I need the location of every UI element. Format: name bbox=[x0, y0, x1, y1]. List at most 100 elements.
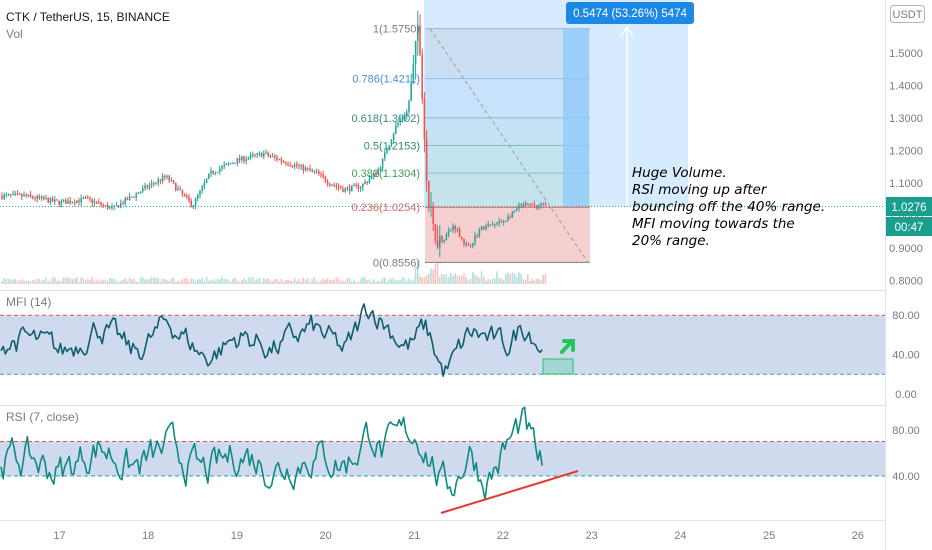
volume-bar bbox=[186, 278, 188, 284]
volume-bar bbox=[434, 263, 437, 284]
volume-bar bbox=[293, 278, 296, 284]
candle-body bbox=[36, 196, 38, 199]
time-axis-tick: 21 bbox=[408, 530, 420, 542]
candle-body bbox=[302, 165, 305, 171]
candle-body bbox=[379, 168, 382, 171]
candle-body bbox=[91, 199, 93, 204]
candle-body bbox=[216, 172, 219, 174]
volume-bar bbox=[379, 281, 382, 284]
candle-body bbox=[7, 194, 10, 196]
candle-body bbox=[124, 198, 126, 205]
volume-bar bbox=[47, 281, 49, 284]
candle-body bbox=[436, 240, 439, 248]
candle-body bbox=[439, 235, 441, 248]
volume-bar bbox=[51, 277, 54, 284]
volume-bar bbox=[315, 280, 318, 284]
volume-bar bbox=[500, 278, 503, 284]
volume-bar bbox=[375, 281, 377, 284]
volume-bar bbox=[5, 278, 8, 284]
candle-body bbox=[274, 155, 276, 158]
volume-bar bbox=[194, 281, 197, 284]
volume-bar bbox=[397, 279, 399, 284]
currency-tag[interactable] bbox=[890, 5, 925, 23]
volume-bar bbox=[366, 279, 368, 284]
candle-body bbox=[1, 196, 3, 199]
volume-bar bbox=[212, 279, 214, 284]
volume-bar bbox=[419, 276, 421, 284]
candle-body bbox=[69, 200, 71, 203]
candle-body bbox=[84, 197, 87, 199]
candle-body bbox=[463, 238, 465, 245]
candle-body bbox=[362, 183, 364, 188]
volume-bar bbox=[142, 277, 144, 284]
volume-bar bbox=[538, 278, 540, 284]
last-price-value: 1.0276 bbox=[891, 202, 926, 214]
volume-bar bbox=[291, 281, 294, 284]
volume-bar bbox=[430, 268, 432, 284]
candle-body bbox=[428, 181, 430, 208]
volume-bar bbox=[529, 280, 531, 284]
candle-body bbox=[401, 118, 404, 120]
candle-body bbox=[500, 221, 503, 223]
mfi-line[interactable] bbox=[0, 303, 543, 377]
candle-body bbox=[54, 199, 56, 202]
volume-bar bbox=[287, 279, 289, 284]
volume-bar bbox=[423, 276, 426, 284]
candle-body bbox=[388, 145, 390, 151]
candle-body bbox=[410, 83, 412, 102]
candle-body bbox=[359, 187, 362, 189]
fib-level-label: 0.786(1.4211) bbox=[352, 74, 420, 86]
volume-bar bbox=[390, 278, 393, 284]
candle-body bbox=[144, 185, 146, 189]
volume-bar bbox=[267, 278, 269, 284]
volume-bar bbox=[533, 280, 536, 284]
price-axis-tick: 1.5000 bbox=[889, 48, 923, 60]
volume-bar bbox=[531, 278, 533, 284]
candle-body bbox=[434, 223, 437, 241]
candle-body bbox=[326, 181, 329, 184]
volume-bar bbox=[392, 278, 395, 284]
candle-body bbox=[522, 204, 525, 206]
candle-body bbox=[21, 194, 23, 197]
volume-bar bbox=[254, 280, 256, 284]
volume-bar bbox=[368, 279, 371, 284]
volume-bar bbox=[29, 281, 32, 284]
volume-bar bbox=[73, 278, 76, 284]
candle-body bbox=[260, 153, 263, 157]
measure-tooltip[interactable] bbox=[566, 2, 694, 24]
candle-body bbox=[82, 197, 85, 199]
volume-bar bbox=[337, 278, 340, 284]
candle-body bbox=[324, 176, 327, 182]
candle-body bbox=[179, 188, 181, 190]
volume-bar bbox=[469, 278, 472, 284]
measure-range-box[interactable] bbox=[424, 0, 688, 207]
candle-body bbox=[509, 216, 511, 218]
price-axis-tick: 0.8000 bbox=[889, 276, 923, 288]
time-axis-tick: 25 bbox=[763, 530, 775, 542]
candle-body bbox=[80, 197, 82, 203]
candle-body bbox=[126, 198, 129, 201]
volume-bar bbox=[333, 279, 335, 284]
price-pane[interactable]: 1(1.5750)0.786(1.4211)0.618(1.3002)0.5(1… bbox=[0, 0, 885, 284]
candle-body bbox=[267, 152, 269, 156]
mfi-band bbox=[0, 315, 885, 375]
candle-body bbox=[304, 167, 307, 171]
volume-bar bbox=[513, 273, 516, 284]
time-axis-tick: 26 bbox=[852, 530, 864, 542]
volume-bar bbox=[447, 277, 450, 284]
candle-body bbox=[441, 235, 443, 242]
volume-bar bbox=[377, 280, 379, 284]
volume-bar bbox=[36, 278, 38, 284]
volume-bar bbox=[542, 274, 544, 284]
mfi-pane[interactable] bbox=[0, 303, 885, 377]
volume-bar bbox=[425, 275, 428, 284]
volume-bar bbox=[456, 275, 459, 284]
volume-bar bbox=[355, 281, 357, 284]
rsi-pane[interactable] bbox=[0, 406, 885, 514]
volume-bar bbox=[329, 279, 331, 284]
rsi-line[interactable] bbox=[0, 406, 543, 501]
volume-bar bbox=[304, 279, 307, 284]
candle-body bbox=[529, 203, 531, 205]
volume-bar bbox=[16, 280, 19, 284]
